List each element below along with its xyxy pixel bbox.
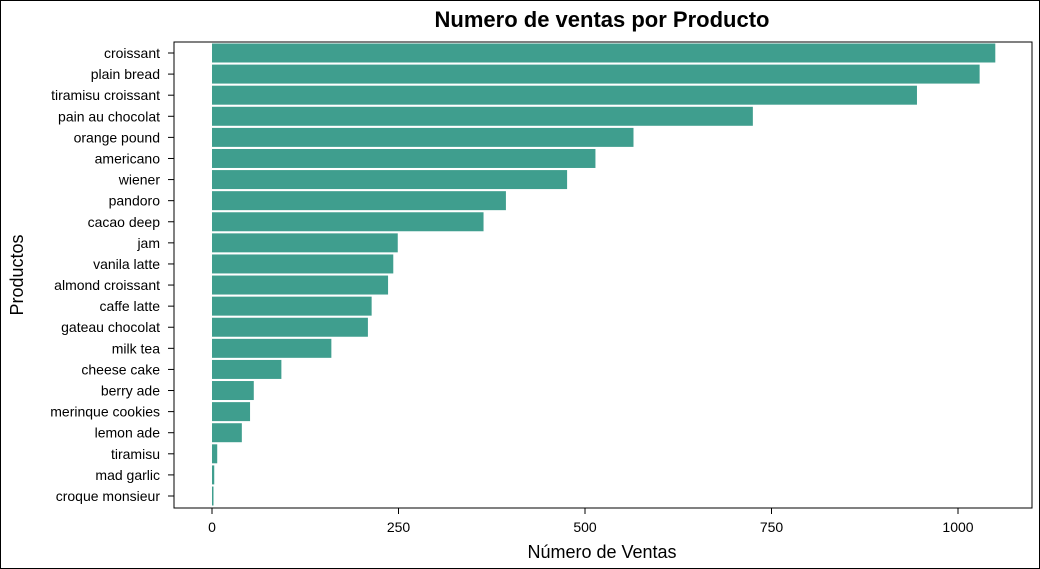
y-tick-label: pain au chocolat	[58, 108, 160, 124]
bar-gateau-chocolat	[212, 317, 368, 337]
bar-pandoro	[212, 191, 506, 211]
y-tick-label: pandoro	[109, 193, 161, 209]
y-tick-label: cheese cake	[81, 361, 160, 377]
y-tick-label: gateau chocolat	[61, 319, 160, 335]
bar-almond-croissant	[212, 275, 389, 295]
bar-milk-tea	[212, 338, 332, 358]
x-tick-label: 250	[387, 519, 411, 535]
bar-americano	[212, 148, 596, 168]
y-tick-label: croque monsieur	[56, 488, 161, 504]
y-tick-label: orange pound	[74, 129, 160, 145]
bar-tiramisu-croissant	[212, 85, 917, 105]
bar-vanila-latte	[212, 254, 394, 274]
y-tick-label: tiramisu croissant	[51, 87, 160, 103]
chart-title: Numero de ventas por Producto	[435, 7, 770, 32]
bar-plain-bread	[212, 64, 980, 84]
bar-berry-ade	[212, 381, 254, 401]
bar-wiener	[212, 170, 568, 190]
bar-cacao-deep	[212, 212, 484, 232]
bar-pain-au-chocolat	[212, 106, 753, 126]
bar-orange-pound	[212, 127, 634, 147]
bar-cheese-cake	[212, 359, 282, 379]
x-tick-label: 500	[573, 519, 597, 535]
bar-caffe-latte	[212, 296, 372, 316]
bar-tiramisu	[212, 444, 218, 464]
bar-lemon-ade	[212, 423, 242, 443]
y-tick-label: plain bread	[91, 66, 160, 82]
x-axis-label: Número de Ventas	[527, 542, 676, 562]
y-tick-label: tiramisu	[111, 446, 160, 462]
bars-group	[212, 43, 996, 506]
y-tick-label: wiener	[118, 172, 161, 188]
y-tick-label: mad garlic	[95, 467, 160, 483]
y-tick-label: americano	[95, 150, 161, 166]
bar-jam	[212, 233, 398, 253]
y-axis-ticks: croissant plain bread tiramisu croissant pa…	[50, 45, 174, 504]
y-tick-label: caffe latte	[100, 298, 161, 314]
y-tick-label: cacao deep	[88, 214, 161, 230]
x-tick-label: 0	[208, 519, 216, 535]
y-tick-label: milk tea	[112, 340, 160, 356]
bar-croissant	[212, 43, 996, 63]
x-axis-ticks: 0 250 500 750 1000	[208, 508, 974, 535]
plot-panel	[173, 41, 1033, 509]
x-tick-label: 1000	[942, 519, 973, 535]
y-tick-label: lemon ade	[95, 425, 161, 441]
y-tick-label: merinque cookies	[50, 404, 160, 420]
x-tick-label: 750	[760, 519, 784, 535]
y-tick-label: berry ade	[101, 383, 160, 399]
y-axis-label: Productos	[7, 234, 27, 315]
y-tick-label: croissant	[104, 45, 160, 61]
bar-croque-monsieur	[212, 486, 214, 506]
y-tick-label: vanila latte	[93, 256, 160, 272]
bar-merinque-cookies	[212, 402, 251, 422]
y-tick-label: jam	[136, 235, 160, 251]
y-tick-label: almond croissant	[54, 277, 160, 293]
bar-mad-garlic	[212, 465, 215, 485]
